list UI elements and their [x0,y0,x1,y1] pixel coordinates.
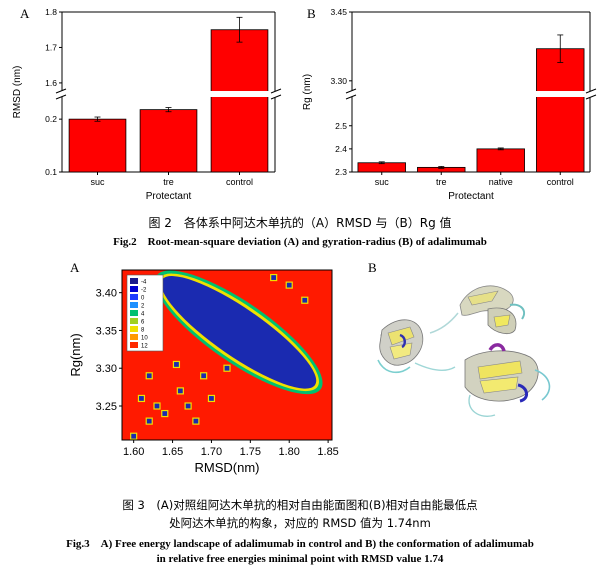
heatmap-speckle [153,402,161,410]
legend-swatch [130,310,138,316]
rg-bar-chart: 2.3 2.4 2.5 3.30 3.45 suc tre native control Prot… [302,7,598,200]
y-tick-label: 3.45 [330,7,347,17]
heatmap-speckle [223,364,231,372]
y-tick-label: 1.8 [45,7,57,17]
axis-break-mark [585,88,597,100]
axis-break-mark [270,88,282,100]
axis-break-mark [345,88,357,100]
x-axis-label: Protectant [146,191,192,200]
heatmap-speckle [130,432,138,440]
fig3-caption-zh-line2: 处阿达木单抗的构象，对应的 RMSD 值为 1.74nm [169,516,431,530]
bar-native [476,148,525,173]
x-tick-label: suc [90,177,105,187]
y-tick-label: 2.4 [335,144,347,154]
bar-tre [139,109,198,173]
legend-swatch [130,318,138,324]
legend-swatch [130,286,138,292]
y-axis-label: Rg(nm) [70,333,83,376]
fig3-caption-zh-line1: 图 3 (A)对照组阿达木单抗的相对自由能面图和(B)相对自由能最低点 [122,498,478,512]
free-energy-heatmap: -4 -2 0 2 4 6 8 10 12 1.60 1.65 1.70 1.75 1.80 1.85 3.2… [70,269,339,475]
y-tick-label: 2.3 [335,167,347,177]
x-tick-label: 1.60 [123,446,144,458]
legend-swatch [130,326,138,332]
x-axis-label: RMSD(nm) [195,460,260,475]
panel-letter-b: B [307,6,316,21]
y-tick-label: 1.7 [45,42,57,52]
legend-swatch [130,294,138,300]
y-tick-label: 3.40 [96,288,117,300]
x-tick-label: 1.85 [317,446,338,458]
fig3-caption-en-line1: Fig.3 A) Free energy landscape of adalim… [66,538,534,550]
legend-swatch [130,302,138,308]
panel-letter-a: A [20,6,30,21]
legend-label: -4 [141,280,147,286]
legend-label: 0 [141,296,145,302]
heatmap-speckle [207,394,216,403]
legend-label: 12 [141,344,148,350]
basin-minimum [161,276,317,389]
panel-letter-a: A [70,260,80,275]
x-tick-label: 1.75 [240,446,261,458]
heatmap-speckle [145,417,153,425]
axis-break-mark [55,88,67,100]
heatmap-speckle [145,372,153,380]
legend-swatch [130,278,138,284]
y-tick-label: 0.1 [45,167,57,177]
axis-break-gap [344,91,598,97]
rmsd-bar-chart: 0.1 0.2 1.6 1.7 1.8 suc tre control Protectant RM… [12,7,283,200]
y-tick-label: 2.5 [335,121,347,131]
fig2-caption-en: Fig.2 Root-mean-square deviation (A) and… [113,236,487,248]
heatmap-speckle [270,273,278,282]
heatmap-speckle [172,360,181,369]
x-tick-label: native [489,177,513,187]
legend-label: 4 [141,312,145,318]
adalimumab-conformation-image [377,285,551,417]
x-tick-label: 1.65 [162,446,183,458]
x-tick-label: 1.70 [201,446,222,458]
x-tick-label: control [226,177,253,187]
heatmap-speckle [137,394,146,403]
y-tick-label: 3.35 [96,325,117,337]
y-axis-label: Rg (nm) [302,74,313,110]
heatmap-speckle [200,372,208,380]
x-axis-label: Protectant [448,191,494,200]
heatmap-speckle [184,402,192,410]
heatmap-frame [121,269,333,441]
legend-label: -2 [141,288,147,294]
y-tick-label: 3.30 [330,76,347,86]
legend-label: 10 [141,336,148,342]
y-tick-label: 1.6 [45,78,57,88]
heatmap-speckle [192,417,200,425]
panel-letter-b: B [368,260,377,275]
legend-swatch [130,334,138,340]
y-tick-label: 3.30 [96,363,117,375]
legend-label: 8 [141,328,145,334]
legend-swatch [130,342,138,348]
heatmap-speckle [176,387,184,395]
x-tick-label: tre [436,177,447,187]
legend-label: 6 [141,320,145,326]
x-tick-label: 1.80 [279,446,300,458]
bar-control [536,48,585,173]
x-tick-label: tre [163,177,174,187]
heatmap-speckle [161,409,169,418]
x-tick-label: suc [375,177,390,187]
axis-break-gap [54,91,283,97]
y-axis-label: RMSD (nm) [12,66,23,119]
y-tick-label: 0.2 [45,114,57,124]
legend-label: 2 [141,304,145,310]
bar-control [210,29,269,173]
bar-suc [68,118,127,173]
y-tick-label: 3.25 [96,401,117,413]
heatmap-speckle [301,296,309,304]
bar-suc [357,162,406,173]
fig3-caption-en-line2: in relative free energies minimal point … [156,553,444,565]
heatmap-speckle [285,281,293,289]
x-tick-label: control [547,177,574,187]
fig2-caption-zh: 图 2 各体系中阿达木单抗的（A）RMSD 与（B）Rg 值 [148,216,452,230]
